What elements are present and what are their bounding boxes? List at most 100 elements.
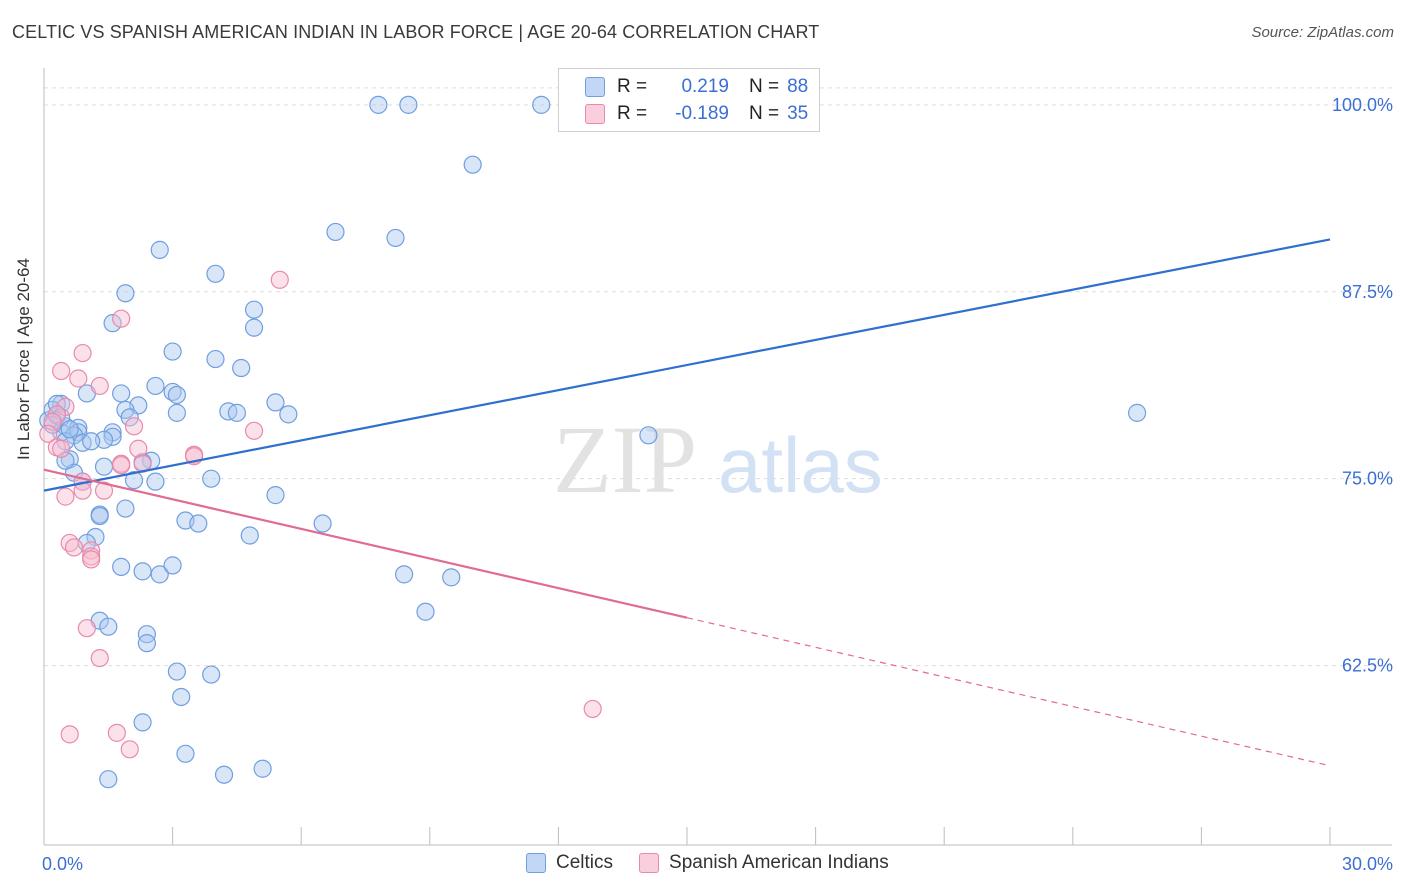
data-point (163, 556, 182, 575)
data-point (94, 481, 114, 500)
data-point (167, 385, 186, 405)
bottom-legend-celtics: Celtics (526, 852, 613, 874)
data-point (463, 155, 482, 174)
series-celtics (39, 95, 1147, 789)
legend-swatch-blue (585, 77, 605, 97)
data-point (227, 403, 246, 422)
data-point (244, 421, 264, 440)
bottom-legend: Celtics Spanish American Indians (526, 852, 915, 874)
data-point (442, 568, 461, 587)
source-label: Source: ZipAtlas.com (1251, 24, 1394, 41)
data-point (133, 562, 152, 581)
data-point (244, 300, 264, 319)
data-point (120, 408, 139, 427)
data-point (112, 456, 131, 475)
legend-r-label: R = (617, 76, 648, 97)
data-point (69, 369, 88, 388)
trend-line-spanish-extrapolated (686, 617, 1331, 767)
data-point (189, 514, 208, 533)
data-point (99, 617, 118, 636)
data-point (133, 713, 152, 732)
data-point (176, 744, 195, 763)
y-axis-label: In Labor Force | Age 20-64 (14, 258, 33, 460)
data-point (73, 343, 92, 363)
data-point (270, 270, 289, 289)
data-point (99, 770, 118, 789)
axes (43, 68, 1392, 846)
data-point (137, 634, 156, 653)
data-point (56, 487, 75, 506)
data-point (266, 486, 285, 505)
data-point (394, 565, 414, 584)
data-point (77, 619, 96, 638)
data-point (172, 687, 191, 707)
data-point (202, 665, 221, 684)
data-point (240, 526, 259, 545)
trend-line-spanish (43, 468, 688, 619)
data-point (244, 318, 264, 337)
data-point (56, 451, 75, 470)
data-point (120, 740, 139, 759)
trend-line-celtics (43, 238, 1331, 492)
legend-r-value: 0.219 (681, 76, 729, 97)
bottom-legend-label: Spanish American Indians (669, 852, 889, 873)
x-tick-label: 30.0% (1342, 854, 1393, 874)
data-point (150, 565, 169, 584)
data-point (206, 349, 225, 369)
legend-r-label: R = (617, 103, 648, 124)
data-point (112, 309, 131, 328)
data-point (103, 314, 122, 333)
legend-n-label: N = (749, 103, 780, 124)
data-point (112, 384, 131, 403)
y-tick-label: 100.0% (1332, 95, 1393, 115)
data-point (639, 426, 658, 445)
data-point (90, 506, 109, 526)
legend-r-value: -0.189 (675, 103, 729, 124)
data-point (1127, 403, 1147, 422)
x-tick-label: 0.0% (42, 854, 83, 874)
chart-title: CELTIC VS SPANISH AMERICAN INDIAN IN LAB… (12, 22, 820, 42)
tick-labels: 62.5% 75.0% 87.5% 100.0% 0.0% 30.0% (42, 95, 1393, 874)
data-point (416, 602, 435, 621)
series-spanish-american-indians (39, 270, 602, 759)
legend: R = 0.219 N = 88 R = -0.189 N = 35 (558, 68, 820, 132)
data-point (90, 376, 109, 396)
watermark: ZIP atlas (553, 406, 883, 513)
data-point (206, 264, 225, 283)
trend-lines (43, 238, 1331, 767)
data-point (146, 472, 165, 491)
data-point (253, 759, 272, 778)
data-point (124, 417, 144, 436)
legend-n-label: N = (749, 76, 780, 97)
data-point (167, 662, 186, 681)
data-point (129, 439, 148, 458)
bottom-legend-swatch-pink (639, 853, 660, 873)
data-point (150, 240, 169, 259)
data-point (167, 403, 186, 422)
data-point (90, 648, 109, 668)
data-point (583, 699, 602, 719)
y-tick-label: 87.5% (1342, 282, 1393, 302)
data-point (94, 457, 114, 476)
data-point (124, 471, 144, 490)
data-point (326, 222, 345, 242)
data-point (116, 284, 135, 303)
data-point (232, 358, 251, 378)
data-point (279, 405, 298, 424)
legend-row-spanish: R = -0.189 N = 35 (585, 100, 808, 128)
data-point (82, 550, 101, 569)
data-point (386, 228, 405, 248)
data-point (202, 469, 221, 488)
gridlines (44, 87, 1392, 667)
data-point (163, 342, 182, 361)
data-point (43, 412, 62, 431)
data-point (64, 538, 84, 557)
data-point (39, 424, 58, 443)
bottom-legend-spanish: Spanish American Indians (639, 852, 889, 874)
watermark-atlas: atlas (718, 421, 883, 509)
data-point (399, 95, 418, 114)
data-point (146, 376, 165, 396)
data-point (116, 499, 135, 518)
legend-swatch-pink (585, 104, 605, 124)
